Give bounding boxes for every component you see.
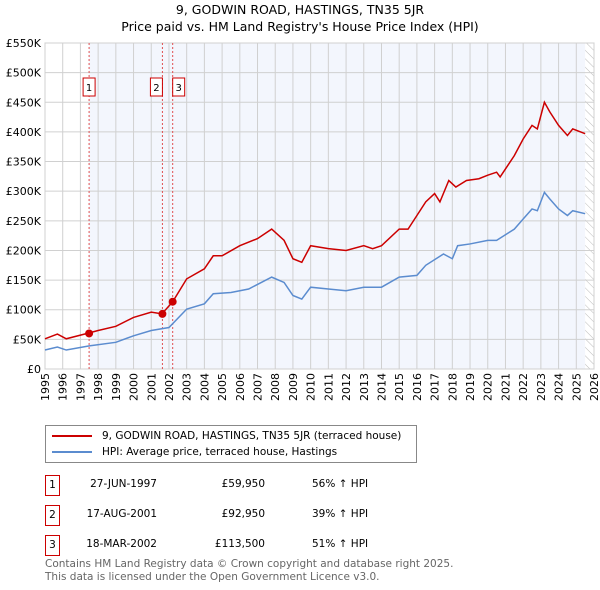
- sale-price: £92,950: [221, 508, 265, 520]
- y-tick-label: £150K: [6, 274, 42, 287]
- sale-label-box: [149, 77, 163, 97]
- shaded-region: [89, 43, 586, 369]
- sale-price: £113,500: [214, 538, 265, 550]
- y-tick-label: £0: [27, 363, 41, 376]
- x-tick-label: 2000: [128, 373, 141, 401]
- y-tick-label: £450K: [6, 96, 42, 109]
- sale-row: 3 18-MAR-2002 £113,500 51% ↑ HPI: [45, 535, 445, 556]
- y-tick-label: £500K: [6, 67, 42, 80]
- x-tick-label: 2020: [482, 373, 495, 401]
- x-tick-label: 2003: [181, 373, 194, 401]
- x-tick-label: 2013: [358, 373, 371, 401]
- sale-hpi: 51% ↑ HPI: [312, 538, 369, 550]
- y-tick-label: £100K: [6, 304, 42, 317]
- sale-date: 17-AUG-2001: [86, 508, 157, 520]
- sale-point: [158, 309, 167, 318]
- x-tick-label: 2004: [198, 373, 211, 401]
- x-tick-label: 1997: [74, 373, 87, 401]
- sale-label: 1: [86, 83, 92, 94]
- x-tick-label: 2017: [429, 373, 442, 401]
- x-tick-label: 2012: [340, 373, 353, 401]
- x-tick-label: 2021: [499, 373, 512, 401]
- x-tick-label: 2014: [375, 373, 388, 401]
- x-tick-label: 2019: [464, 373, 477, 401]
- x-tick-label: 2005: [216, 373, 229, 401]
- y-tick-label: £250K: [6, 215, 42, 228]
- legend-label-hpi: HPI: Average price, terraced house, Hast…: [102, 446, 338, 458]
- x-tick-label: 2007: [252, 373, 265, 401]
- y-tick-label: £50K: [13, 333, 42, 346]
- sale-number: 1: [45, 475, 60, 496]
- y-tick-label: £550K: [6, 37, 42, 50]
- x-tick-label: 2016: [411, 373, 424, 401]
- x-tick-label: 2008: [269, 373, 282, 401]
- x-tick-label: 2015: [393, 373, 406, 401]
- y-tick-label: £300K: [6, 185, 42, 198]
- x-tick-label: 2011: [322, 373, 335, 401]
- x-tick-label: 1999: [110, 373, 123, 401]
- legend: 9, GODWIN ROAD, HASTINGS, TN35 5JR (terr…: [45, 425, 417, 463]
- sale-point: [85, 329, 94, 338]
- sale-label: 2: [153, 83, 159, 94]
- legend-label-property: 9, GODWIN ROAD, HASTINGS, TN35 5JR (terr…: [102, 430, 402, 442]
- sale-number: 3: [45, 535, 60, 556]
- sale-row: 1 27-JUN-1997 £59,950 56% ↑ HPI: [45, 475, 445, 496]
- sale-label-box: [172, 77, 186, 97]
- chart-subtitle: Price paid vs. HM Land Registry's House …: [121, 19, 479, 34]
- forecast-hatch: [585, 43, 594, 369]
- x-tick-label: 1998: [92, 373, 105, 401]
- x-tick-label: 2026: [588, 373, 600, 401]
- x-tick-label: 2009: [287, 373, 300, 401]
- footer-line-2: This data is licensed under the Open Gov…: [45, 571, 380, 583]
- sale-number: 2: [45, 505, 60, 526]
- sale-price: £59,950: [221, 478, 265, 490]
- y-tick-label: £400K: [6, 126, 42, 139]
- sale-hpi: 56% ↑ HPI: [312, 478, 369, 490]
- sale-date: 27-JUN-1997: [90, 478, 157, 490]
- x-tick-label: 2023: [535, 373, 548, 401]
- plot-area: 1995 1996 1997 1998 1999 2000 2001 2002 2003 2004…: [6, 37, 600, 401]
- x-tick-label: 2018: [446, 373, 459, 401]
- x-tick-label: 1996: [57, 373, 70, 401]
- chart-title: 9, GODWIN ROAD, HASTINGS, TN35 5JR: [175, 2, 425, 17]
- sale-date: 18-MAR-2002: [86, 538, 157, 550]
- y-tick-label: £200K: [6, 244, 42, 257]
- x-tick-label: 2022: [517, 373, 530, 401]
- legend-swatch-property: [52, 435, 92, 437]
- sale-row: 2 17-AUG-2001 £92,950 39% ↑ HPI: [45, 505, 445, 526]
- y-tick-label: £350K: [6, 156, 42, 169]
- x-tick-label: 2006: [234, 373, 247, 401]
- sale-label: 3: [175, 83, 181, 94]
- x-tick-label: 2025: [570, 373, 583, 401]
- x-tick-label: 1995: [39, 373, 52, 401]
- series-line: [44, 190, 586, 351]
- footer: Contains HM Land Registry data © Crown c…: [45, 558, 453, 584]
- footer-line-1: Contains HM Land Registry data © Crown c…: [45, 558, 454, 570]
- x-tick-label: 2024: [553, 373, 566, 401]
- x-tick-label: 2002: [163, 373, 176, 401]
- x-tick-label: 2001: [145, 373, 158, 401]
- x-tick-label: 2010: [305, 373, 318, 401]
- sale-label-box: [82, 77, 96, 97]
- sale-point: [168, 297, 177, 306]
- legend-swatch-hpi: [52, 451, 92, 453]
- sale-hpi: 39% ↑ HPI: [312, 508, 369, 520]
